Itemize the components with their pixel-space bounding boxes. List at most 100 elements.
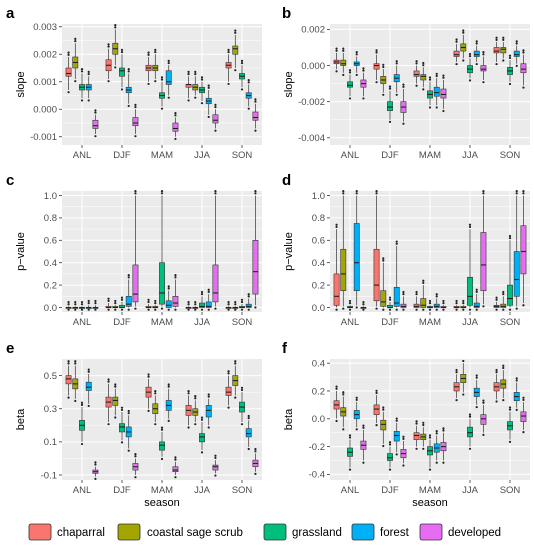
y-tick-label: 0.3 (44, 404, 57, 415)
outlier-point (442, 299, 445, 303)
outlier-point (342, 307, 345, 310)
outlier-point (234, 31, 237, 34)
outlier-point (114, 416, 117, 419)
outlier-point (462, 31, 465, 34)
outlier-point (375, 389, 378, 392)
outlier-point (395, 62, 398, 65)
box-body (212, 264, 219, 303)
outlier-point (475, 290, 478, 293)
outlier-point (462, 393, 465, 396)
x-tick-label: JJA (194, 317, 211, 328)
outlier-point (382, 65, 385, 69)
box-body (159, 441, 165, 451)
outlier-point (515, 379, 518, 382)
outlier-point (462, 29, 465, 32)
outlier-point (67, 51, 70, 54)
outlier-point (495, 38, 498, 41)
box-forest-SON (513, 190, 520, 310)
outlier-point (502, 38, 505, 41)
y-axis-title: slope (283, 71, 295, 97)
outlier-point (80, 403, 84, 406)
box-chaparral-MAM (145, 51, 152, 86)
box-coastal_sage_scrub-MAM (420, 61, 427, 91)
y-tick-label: 0.0 (44, 303, 57, 314)
x-tick-label: SON (232, 485, 253, 496)
outlier-point (227, 370, 230, 373)
outlier-point (395, 93, 398, 96)
outlier-point (375, 81, 378, 84)
outlier-point (127, 70, 130, 73)
box-coastal_sage_scrub-JJA (192, 300, 199, 311)
y-tick-label: 0.4 (44, 258, 57, 269)
outlier-point (455, 301, 458, 305)
box-grassland-SON (239, 59, 245, 91)
outlier-point (348, 69, 352, 72)
box-developed-SON (252, 448, 259, 475)
outlier-point (127, 274, 130, 277)
box-developed-JJA (480, 51, 487, 84)
x-tick-label: ANL (341, 150, 359, 161)
y-axis-title: slope (15, 71, 27, 97)
box-coastal_sage_scrub-JJA (192, 394, 199, 426)
outlier-point (482, 190, 485, 193)
outlier-point (74, 303, 77, 306)
box-chaparral-DJF (373, 389, 380, 427)
outlier-point (355, 53, 358, 56)
box-body (500, 47, 507, 54)
outlier-point (154, 299, 157, 303)
outlier-point (375, 51, 378, 54)
outlier-point (475, 288, 478, 291)
panel-letter: b (282, 5, 291, 22)
outlier-point (227, 308, 230, 311)
x-tick-label: JJA (462, 150, 479, 161)
outlier-point (455, 368, 458, 372)
outlier-point (388, 308, 392, 311)
y-axis-title: p−value (283, 232, 295, 271)
box-forest-ANL (353, 190, 360, 309)
outlier-point (240, 388, 244, 392)
outlier-point (348, 71, 352, 74)
box-forest-ANL (85, 368, 92, 408)
outlier-point (382, 408, 385, 411)
outlier-point (167, 61, 170, 65)
box-forest-DJF (393, 60, 400, 96)
outlier-point (475, 40, 478, 43)
box-body (373, 404, 380, 415)
outlier-point (348, 299, 352, 303)
box-body (245, 428, 252, 438)
outlier-point (355, 396, 358, 399)
box-body (212, 114, 219, 124)
outlier-point (160, 428, 164, 431)
outlier-point (134, 135, 137, 138)
box-body (125, 296, 132, 307)
box-forest-JJA (205, 84, 212, 119)
outlier-point (114, 385, 117, 388)
x-tick-label: ANL (73, 485, 91, 496)
outlier-point (134, 307, 137, 310)
outlier-point (522, 190, 525, 193)
box-chaparral-ANL (65, 360, 72, 399)
outlier-point (147, 82, 150, 86)
x-tick-label: ANL (73, 150, 91, 161)
outlier-point (415, 308, 418, 311)
box-body (132, 264, 139, 303)
outlier-point (227, 372, 230, 375)
box-body (225, 386, 232, 396)
outlier-point (515, 192, 518, 195)
y-tick-label: 0.002 (33, 50, 57, 61)
outlier-point (495, 308, 498, 311)
outlier-point (214, 474, 217, 477)
box-developed-JJA (480, 190, 487, 308)
box-body (480, 414, 487, 425)
x-tick-label: SON (232, 317, 253, 328)
outlier-point (522, 304, 525, 307)
outlier-point (475, 405, 478, 409)
outlier-point (502, 308, 505, 311)
outlier-point (515, 190, 518, 193)
outlier-point (428, 301, 432, 305)
outlier-point (495, 296, 498, 299)
outlier-point (227, 50, 230, 54)
outlier-point (214, 307, 217, 310)
outlier-point (348, 308, 352, 311)
outlier-point (428, 434, 432, 437)
